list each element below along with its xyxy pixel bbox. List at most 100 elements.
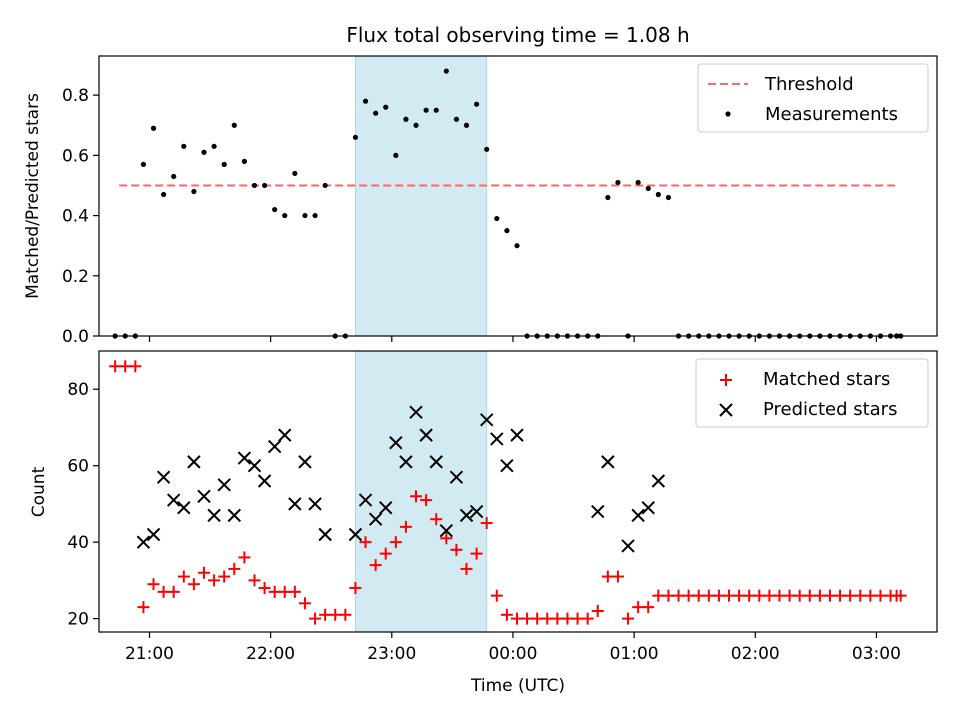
predicted-star-point xyxy=(399,455,413,469)
predicted-star-point xyxy=(177,501,191,515)
matched-star-point xyxy=(490,589,503,602)
measurement-point xyxy=(514,243,520,249)
measurement-point xyxy=(383,104,389,110)
matched-star-point xyxy=(622,612,635,625)
matched-star-point xyxy=(379,547,392,560)
bottom-x-tick-label: 01:00 xyxy=(610,644,659,664)
predicted-star-point xyxy=(146,527,161,542)
measurement-point xyxy=(645,185,651,192)
predicted-star-point xyxy=(167,493,181,507)
measurement-point xyxy=(373,110,379,116)
matched-star-point xyxy=(834,589,847,602)
matched-star-point xyxy=(258,582,271,595)
predicted-star-point xyxy=(601,455,615,469)
legend-predicted-label: Predicted stars xyxy=(763,399,897,420)
legend-matched-swatch xyxy=(720,374,732,386)
matched-star-point xyxy=(500,608,513,621)
matched-star-point xyxy=(288,585,301,598)
predicted-star-point xyxy=(490,432,504,446)
matched-star-point xyxy=(319,608,332,621)
predicted-star-point xyxy=(288,497,302,511)
matched-star-point xyxy=(803,589,816,602)
measurement-point xyxy=(312,212,318,219)
matched-star-point xyxy=(177,570,190,583)
top-y-tick-label: 0.6 xyxy=(62,146,89,166)
measurement-point xyxy=(655,191,661,198)
matched-star-point xyxy=(187,578,200,591)
predicted-star-point xyxy=(479,413,494,427)
predicted-star-point xyxy=(267,439,282,454)
legend-measurements-label: Measurements xyxy=(765,104,898,125)
bottom-x-axis-label: Time (UTC) xyxy=(470,676,565,696)
predicted-star-point xyxy=(419,428,433,442)
top-plot-frame xyxy=(98,55,938,337)
predicted-star-point xyxy=(136,535,151,549)
matched-star-point xyxy=(642,601,655,614)
measurement-point xyxy=(494,215,500,222)
measurement-point xyxy=(484,146,490,152)
predicted-star-point xyxy=(379,501,393,515)
matched-star-point xyxy=(864,589,877,602)
predicted-star-point xyxy=(348,527,363,542)
matched-star-point xyxy=(198,566,211,579)
measurement-point xyxy=(615,179,621,186)
predicted-star-point xyxy=(631,508,645,523)
matched-star-point xyxy=(349,582,362,595)
top-y-tick-label: 0.4 xyxy=(62,207,89,227)
predicted-star-point xyxy=(358,493,373,507)
matched-star-point xyxy=(813,589,826,602)
measurement-point xyxy=(352,134,359,140)
predicted-star-point xyxy=(641,501,655,515)
predicted-star-point xyxy=(409,405,423,419)
predicted-star-point xyxy=(237,451,252,465)
measurement-point xyxy=(443,68,449,74)
matched-star-point xyxy=(268,585,281,598)
predicted-star-point xyxy=(429,455,443,469)
predicted-star-point xyxy=(318,527,332,542)
matched-star-point xyxy=(480,517,493,530)
predicted-star-point xyxy=(298,455,312,469)
legend-predicted-swatch xyxy=(719,403,733,417)
matched-star-point xyxy=(109,360,122,373)
legend-measurements-swatch xyxy=(725,111,731,117)
matched-star-point xyxy=(298,597,311,610)
measurement-point xyxy=(302,212,308,219)
predicted-star-point xyxy=(308,497,322,511)
predicted-star-point xyxy=(227,508,241,523)
matched-star-point xyxy=(218,570,231,583)
predicted-star-point xyxy=(449,470,464,484)
matched-star-point xyxy=(339,608,352,621)
matched-star-point xyxy=(854,589,867,602)
measurement-point xyxy=(474,101,480,107)
matched-star-point xyxy=(510,612,523,625)
matched-star-point xyxy=(692,589,705,602)
matched-star-point xyxy=(129,360,142,373)
matched-star-point xyxy=(712,589,725,602)
measurement-point xyxy=(261,182,268,189)
matched-star-point xyxy=(420,494,433,507)
predicted-star-point xyxy=(621,539,635,553)
predicted-star-point xyxy=(591,504,605,519)
matched-star-point xyxy=(278,585,291,598)
matched-star-point xyxy=(702,589,715,602)
predicted-star-point xyxy=(278,428,292,442)
predicted-star-point xyxy=(500,458,514,473)
observing-span xyxy=(354,350,488,633)
matched-star-point xyxy=(541,612,554,625)
matched-star-point xyxy=(672,589,685,602)
matched-star-point xyxy=(450,543,463,556)
matched-star-point xyxy=(167,585,180,598)
matched-star-point xyxy=(157,585,170,598)
measurement-point xyxy=(605,194,611,201)
bottom-x-tick-label: 22:00 xyxy=(246,644,295,664)
bottom-y-tick-label: 40 xyxy=(67,533,89,553)
matched-star-point xyxy=(733,589,746,602)
top-y-tick-label: 0.0 xyxy=(62,327,89,347)
measurement-point xyxy=(150,125,157,131)
matched-star-point xyxy=(783,589,796,602)
matched-star-point xyxy=(591,604,604,617)
matched-star-point xyxy=(632,601,645,614)
chart-title: Flux total observing time = 1.08 h xyxy=(346,23,689,47)
matched-star-point xyxy=(521,612,534,625)
measurement-point xyxy=(413,122,419,128)
